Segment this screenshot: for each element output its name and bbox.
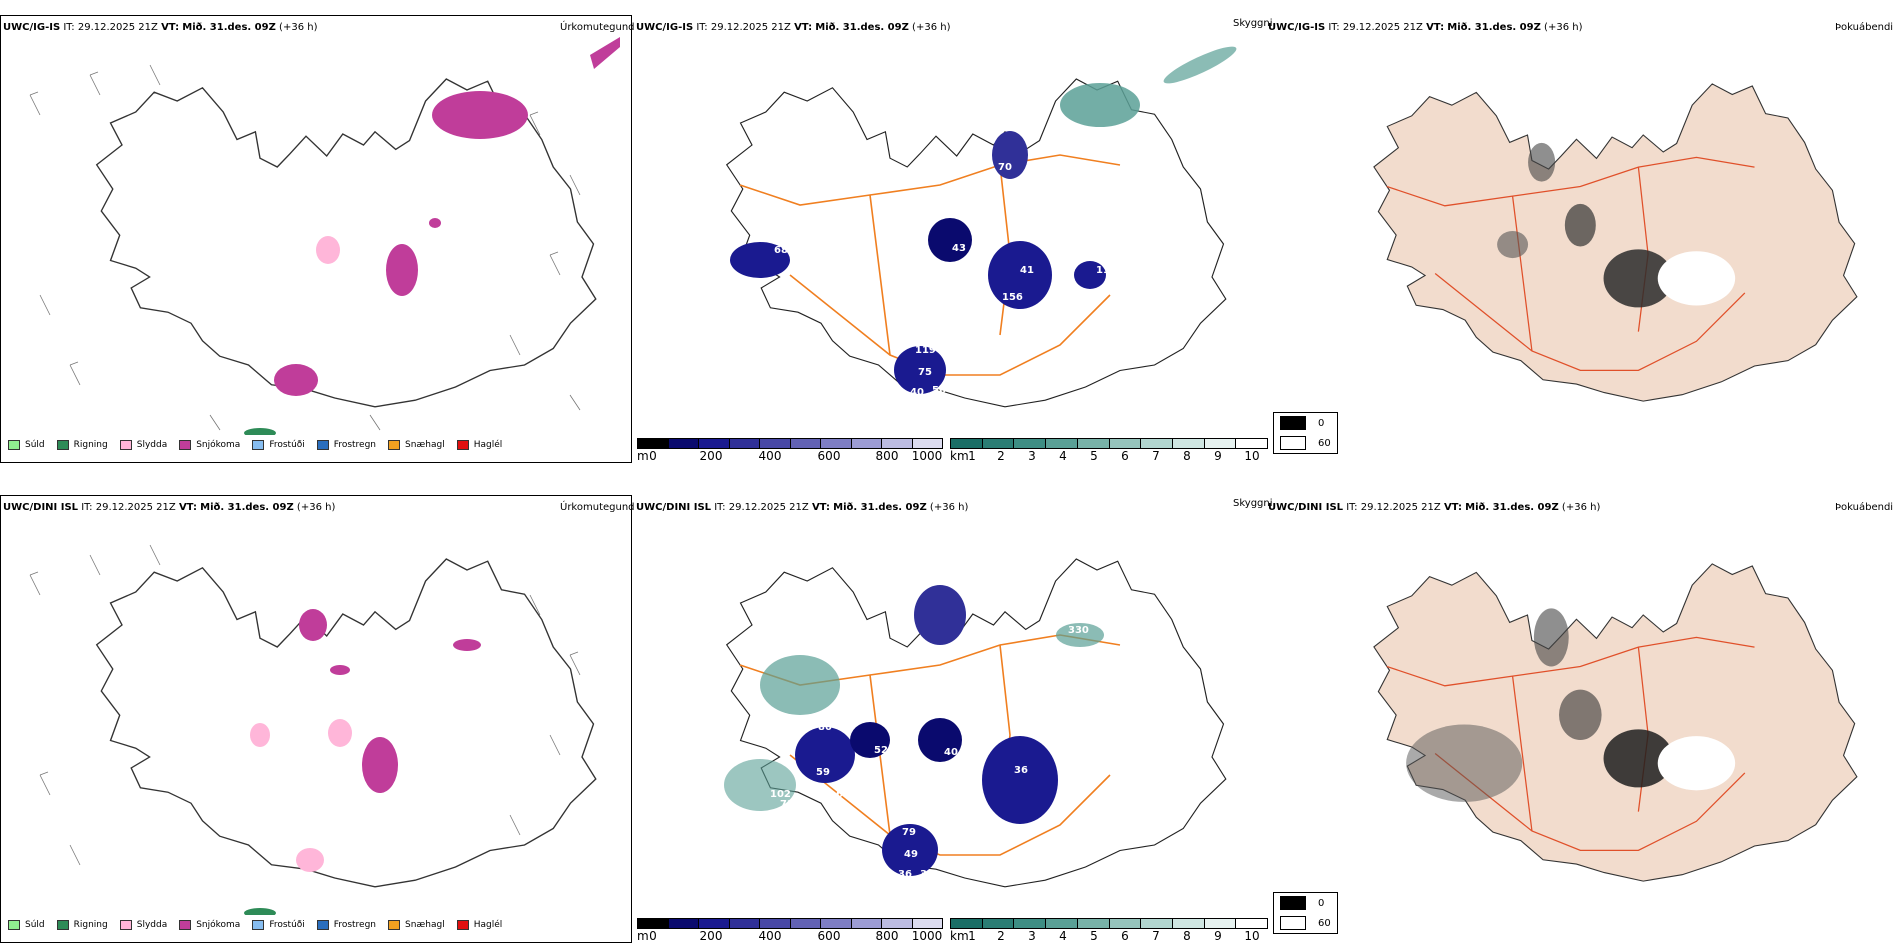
cloud-label: 41 bbox=[1020, 265, 1034, 276]
fog-title: Þokuábendi bbox=[1835, 22, 1894, 33]
legend-item: Rigning bbox=[56, 920, 108, 930]
cloud-label: 75 bbox=[918, 367, 932, 378]
cloud-label: 102 bbox=[770, 789, 791, 800]
row-igis: UWC/IG-IS IT: 29.12.2025 21Z VT: Mið. 31… bbox=[0, 0, 1900, 470]
legend-item: Frostúði bbox=[252, 920, 305, 930]
cloud-label: 52 bbox=[874, 745, 888, 756]
legend-item: Frostúði bbox=[252, 440, 305, 450]
cloud-label: 115 bbox=[1096, 265, 1117, 276]
cloud-label: 85 bbox=[1112, 147, 1126, 158]
legend-item: Snæhagl bbox=[388, 440, 445, 450]
visibility-map: 80 289 52 40 59 43 36 509 330 75 72 68 7… bbox=[724, 558, 1227, 888]
legend-item: Slydda bbox=[119, 440, 167, 450]
cloud-label: 72 bbox=[780, 799, 794, 810]
panel-header: UWC/DINI ISL IT: 29.12.2025 21Z VT: Mið.… bbox=[3, 502, 336, 513]
cloud-label: 68 bbox=[836, 789, 850, 800]
fog-title: Þokuábendi bbox=[1835, 502, 1894, 513]
cloud-label: 79 bbox=[902, 827, 916, 838]
cloud-label: 40 bbox=[910, 387, 924, 398]
cloud-label: 75 bbox=[1034, 712, 1048, 723]
cloud-label: 36 bbox=[1014, 765, 1028, 776]
vis-north-east bbox=[1060, 83, 1140, 127]
fog-legend: 0 60 bbox=[1273, 412, 1338, 454]
precip-legend: Súld Rigning Slydda Snjókoma Frostúði Fr… bbox=[8, 440, 514, 450]
panel-header: UWC/DINI ISL IT: 29.12.2025 21Z VT: Mið.… bbox=[636, 502, 969, 513]
legend-item: Snæhagl bbox=[388, 920, 445, 930]
cloud-label: 41 bbox=[952, 667, 966, 678]
precip-legend: Súld Rigning Slydda Snjókoma Frostúði Fr… bbox=[8, 920, 514, 930]
cloud-label: 80 bbox=[818, 722, 832, 733]
cloud-label: 119 bbox=[915, 345, 936, 356]
fog-legend: 0 60 bbox=[1273, 892, 1338, 934]
panel-header: UWC/IG-IS IT: 29.12.2025 21Z VT: Mið. 31… bbox=[1268, 22, 1583, 33]
legend-item: Súld bbox=[8, 440, 45, 450]
cloud-label: 79 bbox=[806, 267, 820, 278]
visibility-colorbar: km 1 2 3 4 5 6 7 8 9 10 bbox=[950, 918, 1268, 944]
height-colorbar: m 0 200 400 600 800 1000 bbox=[637, 918, 943, 944]
legend-item: Frostregn bbox=[316, 440, 376, 450]
precip-map bbox=[29, 37, 620, 435]
snow-area bbox=[432, 91, 528, 139]
height-colorbar: m 0 200 400 600 800 1000 bbox=[637, 438, 943, 464]
fog-map bbox=[1373, 563, 1858, 882]
legend-item: Haglél bbox=[456, 440, 502, 450]
cloud-label: 43 bbox=[952, 243, 966, 254]
visibility-title: Skyggni bbox=[1233, 18, 1273, 29]
panel-header: UWC/DINI ISL IT: 29.12.2025 21Z VT: Mið.… bbox=[1268, 502, 1601, 513]
cloud-label: 68 bbox=[774, 245, 788, 256]
legend-item: Haglél bbox=[456, 920, 502, 930]
cloud-label: 62 bbox=[748, 289, 762, 300]
legend-item: Rigning bbox=[56, 440, 108, 450]
visibility-map: 68 43 41 70 52 115 156 79 62 119 75 40 5… bbox=[726, 46, 1237, 408]
cloud-label: 330 bbox=[1068, 625, 1089, 636]
cloud-label: 509 bbox=[970, 712, 991, 723]
height-unit: m bbox=[637, 449, 649, 463]
cloud-label: 43 bbox=[850, 767, 864, 778]
visibility-colorbar: km 1 2 3 4 5 6 7 8 9 10 bbox=[950, 438, 1268, 464]
panel-header: UWC/IG-IS IT: 29.12.2025 21Z VT: Mið. 31… bbox=[636, 22, 951, 33]
legend-item: Snjókoma bbox=[179, 440, 240, 450]
cloud-label: 70 bbox=[998, 162, 1012, 173]
legend-item: Slydda bbox=[119, 920, 167, 930]
cloud-label: 156 bbox=[1002, 292, 1023, 303]
precip-title: Úrkomutegund bbox=[560, 22, 635, 33]
cloud-label: 59 bbox=[816, 767, 830, 778]
panel-header: UWC/IG-IS IT: 29.12.2025 21Z VT: Mið. 31… bbox=[3, 22, 318, 33]
legend-item: Snjókoma bbox=[179, 920, 240, 930]
cloud-label: 289 bbox=[884, 715, 905, 726]
legend-item: Súld bbox=[8, 920, 45, 930]
precip-map bbox=[29, 544, 597, 915]
precip-panel-frame bbox=[0, 495, 632, 943]
precip-panel-frame bbox=[0, 15, 632, 463]
cloud-label: 38 bbox=[920, 869, 934, 880]
cloud-label: 40 bbox=[944, 747, 958, 758]
visibility-title: Skyggni bbox=[1233, 498, 1273, 509]
wind-barbs bbox=[29, 64, 581, 431]
visibility-unit: km bbox=[950, 449, 969, 463]
cloud-label: 36 bbox=[898, 869, 912, 880]
row-dini: UWC/DINI ISL IT: 29.12.2025 21Z VT: Mið.… bbox=[0, 480, 1900, 950]
cloud-label: 52 bbox=[1056, 259, 1070, 270]
legend-item: Frostregn bbox=[316, 920, 376, 930]
cloud-label: 56 bbox=[932, 385, 946, 396]
precip-title: Úrkomutegund bbox=[560, 502, 635, 513]
fog-map bbox=[1373, 83, 1858, 402]
cloud-label: 49 bbox=[904, 849, 918, 860]
cloud-label: 60 bbox=[1086, 325, 1100, 336]
